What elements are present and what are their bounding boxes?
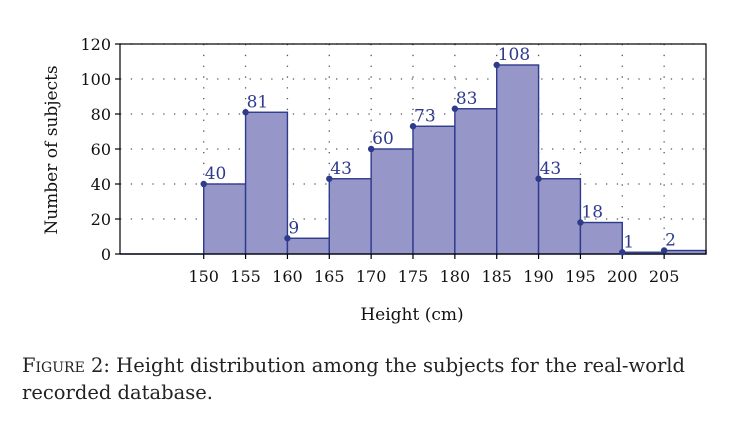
bin-marker (493, 61, 500, 69)
y-tick-label: 120 (80, 35, 111, 54)
y-tick-label: 80 (91, 105, 111, 124)
x-tick-label: 170 (356, 267, 387, 286)
y-tick-label: 100 (80, 70, 111, 89)
histogram-bar (579, 221, 623, 255)
x-tick-label: 205 (649, 267, 680, 286)
y-tick-label: 40 (91, 175, 111, 194)
bars-layer (120, 64, 707, 255)
bin-value-label: 60 (372, 129, 394, 149)
histogram-bar (496, 64, 540, 255)
bin-marker (242, 109, 249, 116)
bin-value-label: 1 (623, 232, 634, 252)
bin-marker (535, 175, 542, 182)
x-axis-title: Height (cm) (360, 305, 463, 325)
bin-value-label: 73 (414, 106, 436, 126)
bin-value-label: 108 (498, 45, 530, 65)
histogram-bar (454, 108, 498, 255)
y-axis-title: Number of subjects (42, 65, 62, 234)
bin-value-label: 9 (288, 218, 299, 238)
bin-value-label: 2 (665, 231, 676, 251)
x-tick-label: 195 (565, 267, 596, 286)
histogram-bar (412, 125, 456, 255)
bin-value-label: 40 (205, 164, 227, 184)
bin-marker (284, 235, 291, 242)
bin-value-label: 43 (330, 159, 352, 179)
histogram-bar (370, 148, 414, 255)
y-tick-label: 60 (91, 140, 111, 159)
histogram-bar (537, 178, 582, 255)
bin-marker (409, 123, 417, 130)
histogram-bar (203, 183, 247, 255)
x-tick-label: 155 (230, 267, 261, 286)
x-tick-label: 185 (481, 267, 512, 286)
caption-text: Height distribution among the subjects f… (22, 354, 685, 404)
histogram-bar (328, 178, 372, 255)
x-tick-label: 175 (398, 267, 429, 286)
bin-value-label: 83 (456, 89, 478, 109)
y-tick-label: 20 (91, 210, 111, 229)
x-tick-label: 165 (314, 267, 345, 286)
histogram-bar (244, 111, 289, 255)
bin-marker (326, 175, 333, 182)
x-tick-label: 200 (607, 267, 638, 286)
x-tick-label: 160 (272, 267, 303, 286)
x-tick-label: 190 (523, 267, 554, 286)
bin-marker (577, 219, 584, 226)
bin-marker (619, 249, 626, 256)
caption-label: Figure 2: (22, 354, 110, 377)
figure-caption: Figure 2: Height distribution among the … (22, 352, 734, 406)
bin-marker (367, 145, 375, 153)
bin-marker (200, 180, 207, 188)
y-tick-label: 0 (101, 245, 111, 264)
bin-marker (451, 105, 459, 112)
x-tick-label: 150 (188, 267, 219, 286)
bin-value-label: 43 (540, 159, 562, 179)
x-tick-label: 180 (440, 267, 471, 286)
bin-value-label: 18 (581, 203, 603, 223)
bin-value-label: 81 (247, 92, 269, 112)
histogram-bar (286, 237, 330, 255)
labels-layer: 40 81 9 43 60 73 83 108 43 18 1 2 (200, 45, 676, 256)
bin-marker (660, 247, 668, 254)
